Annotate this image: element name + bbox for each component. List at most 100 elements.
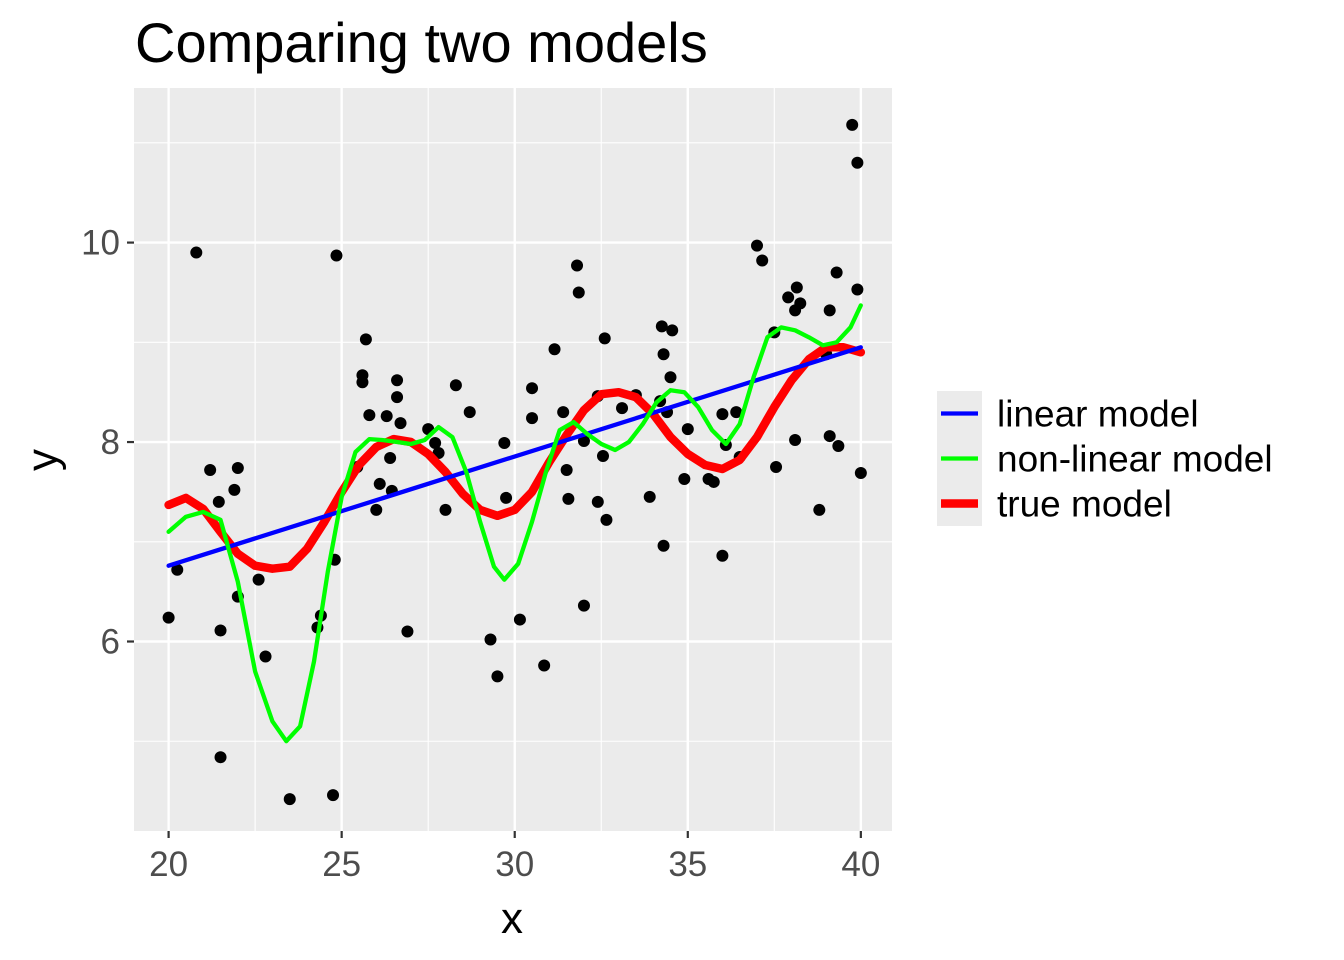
data-point	[327, 789, 340, 802]
data-point	[790, 281, 803, 294]
data-point	[330, 249, 343, 262]
data-point	[252, 573, 265, 586]
legend-label: non-linear model	[997, 439, 1273, 480]
x-tick-label: 25	[322, 845, 361, 884]
data-point	[851, 283, 864, 296]
data-point	[463, 406, 476, 419]
data-point	[716, 408, 729, 421]
plot-panel	[134, 88, 892, 831]
data-point	[439, 503, 452, 516]
data-point	[373, 477, 386, 490]
data-point	[401, 625, 414, 638]
x-tick-label: 35	[668, 845, 707, 884]
data-point	[655, 320, 668, 333]
true-model-line	[164, 343, 866, 573]
data-point	[204, 463, 217, 476]
data-point	[214, 751, 227, 764]
data-point	[577, 435, 590, 448]
legend-label: linear model	[997, 394, 1199, 435]
data-point	[190, 246, 203, 259]
data-point	[794, 297, 807, 310]
data-point	[770, 460, 783, 473]
x-tick-label: 20	[149, 845, 188, 884]
legend-label: true model	[997, 484, 1172, 525]
non-linear-model-line	[166, 303, 863, 744]
x-tick-label: 30	[495, 845, 534, 884]
x-axis-ticks: 20 25 30 35 40	[149, 831, 880, 884]
data-point	[498, 437, 511, 450]
data-point	[854, 466, 867, 479]
data-point	[449, 379, 462, 392]
data-point	[756, 254, 769, 267]
data-point	[557, 406, 570, 419]
grid-major	[134, 88, 892, 831]
data-point	[664, 371, 677, 384]
data-point	[681, 423, 694, 436]
data-point	[600, 513, 613, 526]
data-point	[538, 659, 551, 672]
data-point	[789, 434, 802, 447]
data-point	[491, 670, 504, 683]
data-point	[363, 409, 376, 422]
data-point	[171, 563, 184, 576]
data-point	[643, 490, 656, 503]
data-point	[484, 633, 497, 646]
data-point	[359, 333, 372, 346]
y-tick-label: 8	[101, 423, 120, 462]
data-point	[813, 503, 826, 516]
data-point	[616, 402, 629, 415]
data-point	[571, 259, 584, 272]
x-axis-title: x	[501, 894, 523, 943]
data-point	[782, 291, 795, 304]
chart-title: Comparing two models	[135, 11, 708, 74]
y-tick-label: 10	[81, 224, 120, 263]
data-point	[666, 324, 679, 337]
data-point	[577, 599, 590, 612]
data-point	[657, 348, 670, 361]
data-point	[851, 156, 864, 169]
data-point	[231, 461, 244, 474]
data-point	[596, 450, 609, 463]
data-point	[598, 332, 611, 345]
data-point	[572, 286, 585, 299]
data-point	[370, 503, 383, 516]
data-point	[830, 266, 843, 279]
data-point	[391, 391, 404, 404]
data-point	[562, 492, 575, 505]
data-point	[500, 491, 513, 504]
data-point	[283, 793, 296, 806]
data-point	[657, 539, 670, 552]
data-point	[678, 472, 691, 485]
data-point	[823, 304, 836, 317]
data-point	[591, 495, 604, 508]
data-point	[391, 374, 404, 387]
data-point	[716, 549, 729, 562]
data-point	[526, 382, 539, 395]
data-point	[212, 495, 225, 508]
data-point	[707, 475, 720, 488]
data-point	[513, 613, 526, 626]
data-point	[751, 239, 764, 252]
data-point	[384, 452, 397, 465]
data-point	[560, 463, 573, 476]
data-point	[526, 412, 539, 425]
data-point	[259, 650, 272, 663]
data-point	[429, 437, 442, 450]
data-point	[730, 406, 743, 419]
data-point	[228, 483, 241, 496]
data-point	[380, 410, 393, 423]
y-axis-title: y	[18, 449, 67, 471]
data-point	[823, 430, 836, 443]
data-point	[548, 343, 561, 356]
y-axis-ticks: 6 8 10	[81, 224, 134, 662]
data-point	[356, 376, 369, 389]
linear-model-line	[166, 345, 863, 568]
data-point	[832, 440, 845, 453]
data-point	[214, 624, 227, 637]
data-point	[394, 417, 407, 430]
data-point	[846, 118, 859, 131]
x-tick-label: 40	[841, 845, 880, 884]
y-tick-label: 6	[101, 623, 120, 662]
